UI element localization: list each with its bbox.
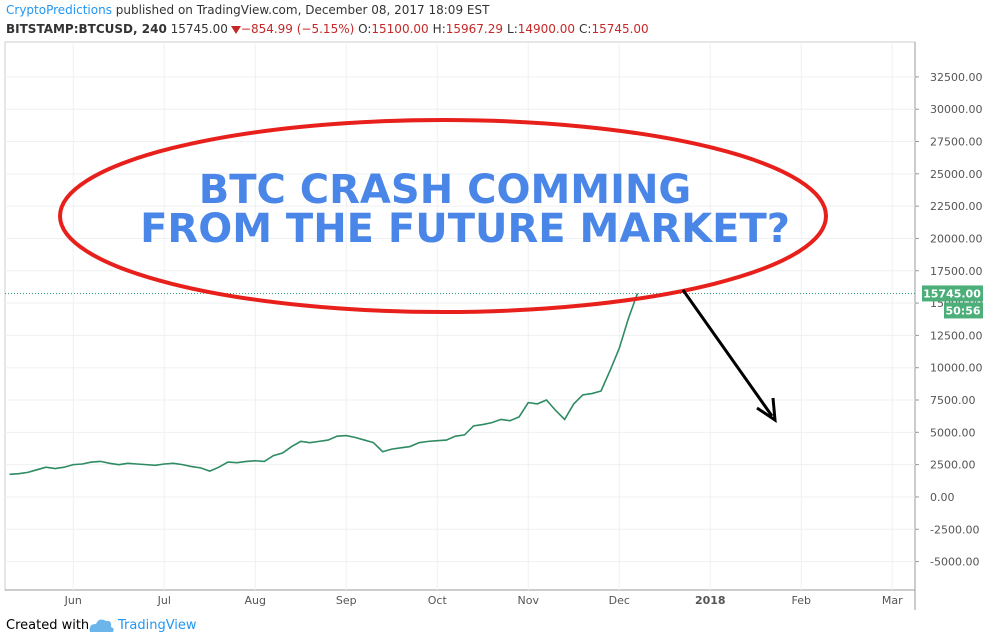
- last-price-badge: [922, 285, 983, 302]
- x-tick-label: Oct: [428, 594, 448, 607]
- y-tick-label: 7500.00: [930, 394, 976, 407]
- created-with: Created with: [6, 618, 90, 633]
- ohlc: O:15100.00 H:15967.29 L:14900.00 C:15745.00: [358, 22, 653, 36]
- ohlc-label: H:: [432, 22, 446, 36]
- y-tick-label: 27500.00: [930, 136, 983, 149]
- x-tick-label: 2018: [695, 594, 726, 607]
- x-tick-label: Jul: [157, 594, 171, 607]
- author[interactable]: CryptoPredictions: [6, 3, 112, 17]
- y-tick-label: 30000.00: [930, 103, 983, 116]
- y-tick-label: 32500.00: [930, 71, 983, 84]
- y-tick-label: 2500.00: [930, 459, 976, 472]
- plot-frame: [4, 41, 916, 591]
- y-tick-label: 10000.00: [930, 362, 983, 375]
- y-tick-label: 17500.00: [930, 265, 983, 278]
- annotation-text: BTC CRASH COMMING: [199, 167, 692, 213]
- ohlc-value: 15967.29: [445, 22, 504, 36]
- annotation-arrow: [681, 289, 774, 417]
- y-tick-label: 20000.00: [930, 232, 983, 245]
- published: published on TradingView.com, December 0…: [115, 3, 490, 17]
- ohlc-value: 15100.00: [371, 22, 429, 36]
- price-line: [9, 293, 639, 476]
- ohlc-value: 14900.00: [517, 22, 576, 36]
- x-tick-label: Feb: [792, 594, 811, 607]
- y-tick-label: 0.00: [930, 491, 955, 504]
- y-tick-label: -5000.00: [930, 556, 979, 569]
- countdown: 50:56: [945, 304, 980, 317]
- ohlc-label: C:: [579, 22, 592, 36]
- change: −854.99 (−5.15%): [240, 22, 355, 36]
- symbol-line: BITSTAMP:BTCUSD, 240 15745.00 −854.99 (−5…: [6, 22, 653, 36]
- x-tick-label: Sep: [336, 594, 357, 607]
- ohlc-label: O:: [358, 22, 372, 36]
- x-tick-label: Aug: [245, 594, 266, 607]
- x-tick-label: Mar: [882, 594, 903, 607]
- countdown-badge: [944, 302, 983, 319]
- brand[interactable]: TradingView: [118, 618, 197, 633]
- y-tick-label: 5000.00: [930, 426, 976, 439]
- y-tick-label: 22500.00: [930, 200, 983, 213]
- price: 15745.00: [170, 22, 228, 36]
- header-line: CryptoPredictions published on TradingVi…: [6, 3, 489, 17]
- ohlc-label: L:: [507, 22, 518, 36]
- y-tick-label: -2500.00: [930, 523, 979, 536]
- annotation-arrowhead: [756, 397, 777, 423]
- annotation-text: FROM THE FUTURE MARKET?: [140, 206, 790, 252]
- x-tick-label: Jun: [64, 594, 82, 607]
- x-tick-label: Dec: [609, 594, 630, 607]
- y-tick-label: 12500.00: [930, 329, 983, 342]
- x-tick-label: Nov: [518, 594, 540, 607]
- symbol: BITSTAMP:BTCUSD, 240: [6, 22, 167, 36]
- down-arrow: [230, 25, 241, 34]
- y-tick-label: 25000.00: [930, 168, 983, 181]
- last-price-label: 15745.00: [923, 287, 981, 300]
- ohlc-value: 15745.00: [591, 22, 649, 36]
- annotation-ellipse: [58, 118, 828, 314]
